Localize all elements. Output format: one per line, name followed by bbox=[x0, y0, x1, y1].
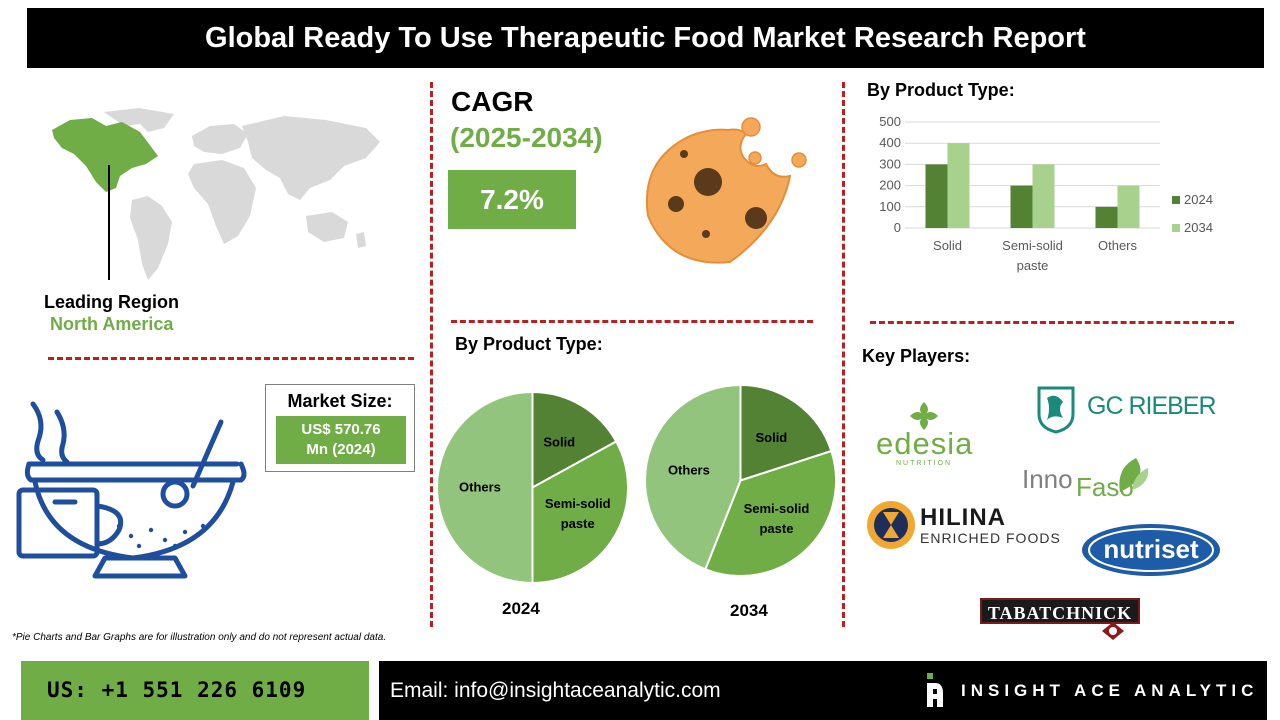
pie-slice-semi-solid-paste bbox=[531, 440, 629, 584]
innofaso-leaf-icon bbox=[1119, 458, 1149, 492]
world-map bbox=[52, 108, 380, 280]
bar-2034-2 bbox=[1117, 185, 1140, 228]
footer-phone-panel: US: +1 551 226 6109 bbox=[21, 661, 369, 720]
logo-tabatchnick: TABATCHNICK bbox=[980, 598, 1140, 642]
market-size-label: Market Size: bbox=[287, 391, 393, 411]
bar-y-tick-label: 0 bbox=[894, 220, 901, 235]
pie-chart-2034: Solid Semi-solid paste Others bbox=[644, 384, 837, 577]
pie-slice-label: Others bbox=[668, 463, 710, 478]
edesia-name: edesia bbox=[876, 426, 974, 461]
divider-vertical-left bbox=[430, 82, 433, 627]
innofaso-name-part1: Inno bbox=[1022, 464, 1073, 494]
product-type-bar-chart: 0 100 200 300 400 500 Solid Semi-solid paste Othe… bbox=[879, 114, 1213, 273]
logo-innofaso: Inno Faso bbox=[1020, 452, 1150, 502]
gc-rieber-crest-icon bbox=[1037, 386, 1075, 434]
market-size-value: US$ 570.76 Mn (2024) bbox=[276, 416, 406, 464]
footer-contact-panel: Email: info@insightaceanalytic.com INSIG… bbox=[379, 661, 1267, 720]
logo-hilina: HILINA ENRICHED FOODS bbox=[866, 500, 1066, 552]
food-bowl-icon bbox=[16, 401, 247, 579]
region-pointer-line bbox=[108, 165, 110, 280]
pie-slice-label: Semi-solid bbox=[545, 496, 611, 511]
footer-phone[interactable]: US: +1 551 226 6109 bbox=[47, 678, 307, 702]
tabatchnick-name: TABATCHNICK bbox=[980, 598, 1140, 624]
pie-slice-others bbox=[644, 384, 742, 571]
bar-chart-title: By Product Type: bbox=[867, 80, 1015, 100]
logo-nutriset: nutriset bbox=[1080, 522, 1222, 578]
pie-slice-label: Others bbox=[459, 480, 501, 495]
pie-slice-label: Semi-solid bbox=[744, 501, 810, 516]
footer-brand: INSIGHT ACE ANALYTIC bbox=[961, 681, 1259, 700]
logo-edesia: edesia NUTRITION bbox=[872, 400, 976, 472]
pie-chart-2024: Solid Semi-solid paste Others bbox=[436, 391, 629, 584]
cagr-label: CAGR bbox=[451, 86, 534, 117]
pie-slice-label: Solid bbox=[543, 434, 575, 449]
edesia-sub: NUTRITION bbox=[896, 460, 953, 467]
bar-2024-0 bbox=[925, 164, 948, 228]
legend-swatch-2024 bbox=[1172, 196, 1180, 204]
legend-label-2034: 2034 bbox=[1184, 220, 1213, 235]
bar-y-tick-label: 500 bbox=[879, 114, 901, 129]
cagr-value: 7.2% bbox=[448, 170, 576, 229]
divider-vertical-right bbox=[842, 82, 845, 627]
bar-y-tick-label: 200 bbox=[879, 178, 901, 193]
bar-2034-0 bbox=[947, 143, 970, 228]
market-size-value-line2: Mn (2024) bbox=[306, 441, 376, 458]
bar-2024-1 bbox=[1010, 185, 1033, 228]
pie-chart-title: By Product Type: bbox=[455, 334, 603, 354]
nutriset-name: nutriset bbox=[1103, 534, 1199, 564]
hilina-name: HILINA bbox=[920, 504, 1006, 531]
pie-2024-year-label: 2024 bbox=[502, 599, 540, 618]
bar-x-tick-label: Semi-solid bbox=[1002, 238, 1063, 253]
leading-region-value: North America bbox=[50, 314, 174, 334]
pie-slice-label: Solid bbox=[755, 430, 787, 445]
legend-label-2024: 2024 bbox=[1184, 192, 1213, 207]
logo-gc-rieber: GC RIEBER bbox=[1033, 382, 1223, 436]
divider-left bbox=[48, 357, 414, 360]
pie-slice-solid bbox=[739, 384, 833, 482]
cagr-years: (2025-2034) bbox=[450, 122, 603, 153]
bar-y-tick-label: 300 bbox=[879, 156, 901, 171]
bar-y-tick-label: 400 bbox=[879, 135, 901, 150]
pie-slice-label: paste bbox=[759, 521, 793, 536]
divider-middle bbox=[451, 320, 813, 323]
market-size-card: Market Size: US$ 570.76 Mn (2024) bbox=[265, 384, 415, 472]
cookie-icon bbox=[646, 117, 807, 264]
market-size-value-line1: US$ 570.76 bbox=[301, 421, 381, 438]
bar-2024-2 bbox=[1095, 206, 1118, 228]
pie-2034-year-label: 2034 bbox=[730, 601, 768, 620]
divider-right bbox=[870, 321, 1234, 324]
header-bar: Global Ready To Use Therapeutic Food Mar… bbox=[27, 8, 1264, 68]
bar-2034-1 bbox=[1032, 164, 1055, 228]
insight-ace-logo-icon bbox=[927, 673, 943, 707]
page-title: Global Ready To Use Therapeutic Food Mar… bbox=[205, 22, 1086, 54]
leading-region-label: Leading Region bbox=[44, 292, 179, 312]
pie-slice-label: paste bbox=[561, 516, 595, 531]
disclaimer-note: *Pie Charts and Bar Graphs are for illus… bbox=[12, 632, 387, 643]
footer-email[interactable]: Email: info@insightaceanalytic.com bbox=[390, 679, 721, 702]
bar-y-tick-label: 100 bbox=[879, 199, 901, 214]
edesia-leaf-icon bbox=[910, 402, 938, 430]
bar-x-tick-label: paste bbox=[1017, 258, 1049, 273]
bar-x-tick-label: Solid bbox=[933, 238, 962, 253]
nutriset-oval-badge bbox=[1082, 524, 1220, 576]
legend-swatch-2034 bbox=[1172, 224, 1180, 232]
key-players-title: Key Players: bbox=[862, 346, 971, 366]
pie-slice-others bbox=[436, 391, 534, 584]
north-america-region bbox=[52, 118, 158, 192]
tabatchnick-emblem-icon bbox=[1102, 622, 1124, 640]
pie-slice-solid bbox=[531, 391, 618, 490]
hilina-hourglass-icon bbox=[867, 501, 915, 549]
pie-slice-semi-solid-paste bbox=[704, 449, 837, 577]
bar-x-tick-label: Others bbox=[1098, 238, 1138, 253]
hilina-sub: ENRICHED FOODS bbox=[920, 530, 1061, 546]
gc-rieber-name: GC RIEBER bbox=[1087, 392, 1217, 420]
